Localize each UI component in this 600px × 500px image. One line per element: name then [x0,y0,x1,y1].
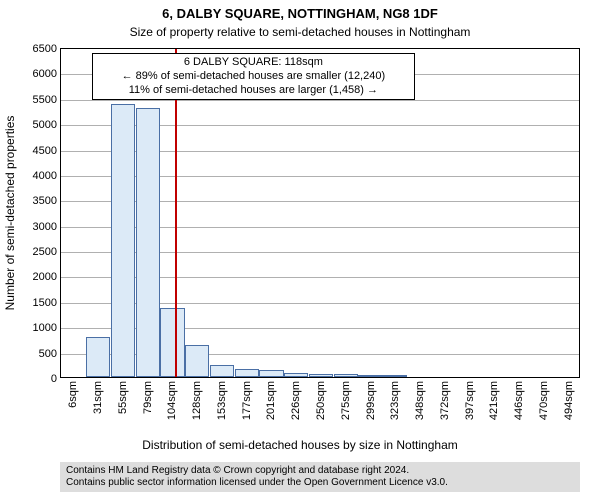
x-tick-label: 494sqm [563,381,575,420]
x-tick-label: 104sqm [166,381,178,420]
chart-subtitle: Size of property relative to semi-detach… [0,25,600,39]
x-tick-label: 177sqm [241,381,253,420]
y-tick-label: 4000 [33,170,57,182]
x-tick-label: 31sqm [92,381,104,414]
histogram-bar [111,104,135,377]
footnote: Contains HM Land Registry data © Crown c… [60,462,580,492]
footnote-line: Contains public sector information licen… [66,477,574,489]
x-tick-label: 201sqm [265,381,277,420]
x-axis-label: Distribution of semi-detached houses by … [0,438,600,452]
y-tick-label: 6500 [33,43,57,55]
x-tick-label: 250sqm [315,381,327,420]
annotation-line: 11% of semi-detached houses are larger (… [99,84,407,98]
plot-area: 0500100015002000250030003500400045005000… [60,48,580,378]
x-tick-label: 6sqm [67,381,79,408]
histogram-bar [136,108,160,377]
annotation-box: 6 DALBY SQUARE: 118sqm← 89% of semi-deta… [92,53,414,100]
x-tick-label: 348sqm [414,381,426,420]
annotation-line: 6 DALBY SQUARE: 118sqm [99,56,407,70]
x-tick-label: 79sqm [142,381,154,414]
histogram-bar [235,369,259,377]
x-tick-label: 323sqm [389,381,401,420]
y-tick-label: 0 [51,373,57,385]
y-tick-label: 500 [39,348,57,360]
histogram-bar [358,375,382,377]
histogram-bar [160,308,184,377]
histogram-bar [383,375,407,377]
x-tick-label: 55sqm [117,381,129,414]
x-tick-label: 470sqm [538,381,550,420]
histogram-bar [210,365,234,377]
y-tick-label: 2000 [33,271,57,283]
x-tick-label: 421sqm [488,381,500,420]
y-tick-label: 5000 [33,119,57,131]
y-tick-label: 2500 [33,246,57,258]
figure: 6, DALBY SQUARE, NOTTINGHAM, NG8 1DF Siz… [0,0,600,500]
footnote-line: Contains HM Land Registry data © Crown c… [66,465,574,477]
histogram-bar [86,337,110,377]
y-tick-label: 1000 [33,322,57,334]
x-tick-label: 128sqm [191,381,203,420]
histogram-bar [309,374,333,377]
y-tick-label: 5500 [33,94,57,106]
y-axis-label: Number of semi-detached properties [3,116,17,311]
x-tick-label: 397sqm [464,381,476,420]
y-tick-label: 4500 [33,145,57,157]
y-tick-label: 3000 [33,221,57,233]
histogram-bar [259,370,283,377]
y-tick-label: 3500 [33,195,57,207]
x-tick-label: 153sqm [216,381,228,420]
histogram-bar [185,345,209,377]
y-tick-label: 1500 [33,297,57,309]
x-tick-label: 299sqm [365,381,377,420]
annotation-line: ← 89% of semi-detached houses are smalle… [99,70,407,84]
histogram-bar [284,373,308,377]
chart-title: 6, DALBY SQUARE, NOTTINGHAM, NG8 1DF [0,6,600,21]
y-tick-label: 6000 [33,68,57,80]
histogram-bar [334,374,358,377]
x-tick-label: 275sqm [340,381,352,420]
x-tick-label: 372sqm [439,381,451,420]
x-tick-label: 226sqm [290,381,302,420]
x-tick-label: 446sqm [513,381,525,420]
